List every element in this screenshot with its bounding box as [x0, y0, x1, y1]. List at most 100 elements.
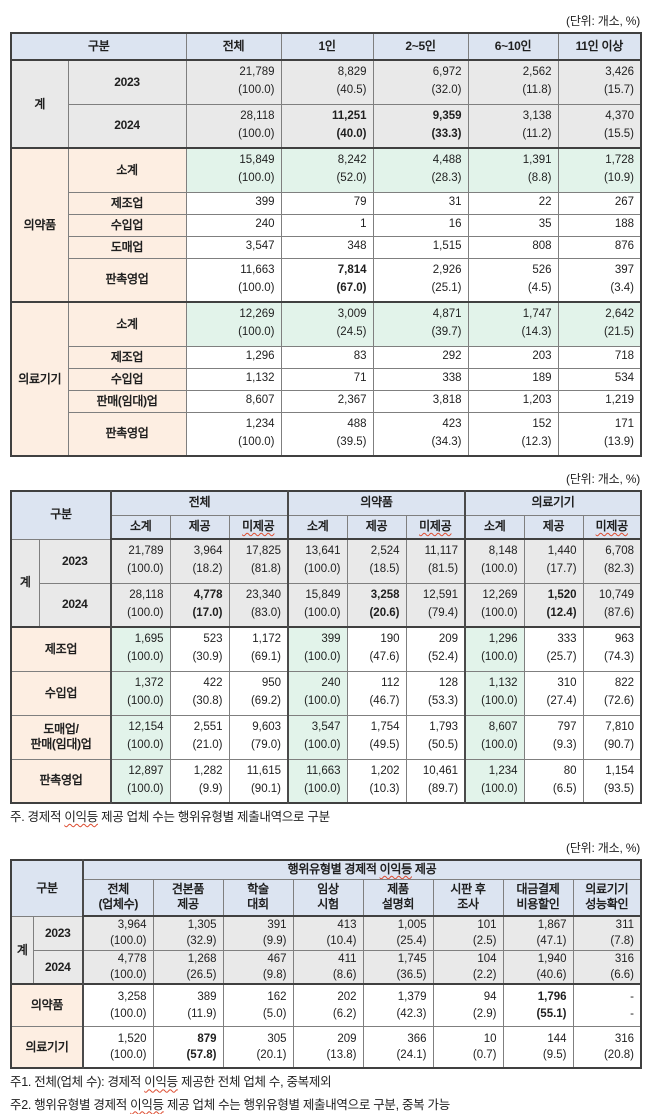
data-cell: 467 (9.8)	[222, 949, 294, 985]
data-cell: 190 (47.6)	[346, 626, 407, 672]
cell-percent: (100.0)	[238, 172, 275, 185]
cell-value: 4,778	[117, 952, 147, 965]
data-cell: 10,461 (89.7)	[405, 758, 466, 804]
column-header: 구분	[10, 859, 84, 917]
cell-value: 488	[347, 417, 367, 430]
cell-percent: (3.4)	[610, 281, 635, 294]
row-label: 판촉영업	[10, 758, 112, 804]
data-cell: 316 (6.6)	[572, 949, 642, 985]
table-row: 의약품 3,258 (100.0) 389 (11.9) 162 (5.0) 202 (6.2)…	[10, 983, 642, 1027]
row-label: 2024	[38, 582, 112, 628]
cell-value: 1,154	[605, 764, 635, 777]
cell-percent: (100.0)	[481, 606, 518, 619]
column-header: 시판 후 조사	[432, 878, 504, 918]
spellcheck-underline: 미제공	[242, 518, 275, 533]
data-cell: 718	[557, 345, 642, 369]
cell-value: 10	[483, 1032, 497, 1045]
data-cell: 1,940 (40.6)	[502, 949, 574, 985]
data-cell: 879 (57.8)	[152, 1025, 224, 1069]
cell-value: 1,172	[252, 633, 282, 646]
data-cell: 399	[185, 191, 282, 215]
row-label: 수입업	[67, 367, 187, 391]
data-cell: 1,172 (69.1)	[228, 626, 289, 672]
data-cell: 1,296 (100.0)	[464, 626, 525, 672]
cell-value: 15,849	[239, 154, 275, 167]
cell-value: 1,234	[245, 417, 275, 430]
cell-value: 11,251	[331, 109, 367, 122]
data-cell: 8,829 (40.5)	[280, 59, 374, 105]
table-row: 의료기기 1,520 (100.0) 879 (57.8) 305 (20.1) 209 (13…	[10, 1025, 642, 1069]
column-header: 제공	[169, 514, 230, 540]
data-cell: 9,359 (33.3)	[372, 103, 469, 149]
column-header: 2~5인	[372, 32, 469, 61]
data-cell: 35	[467, 213, 559, 237]
data-cell: 83	[280, 345, 374, 369]
spellcheck-underline: 이익등	[144, 1075, 178, 1090]
row-label: 판촉영업	[67, 411, 187, 457]
data-cell: 3,009 (24.5)	[280, 301, 374, 347]
cell-percent: (67.0)	[336, 281, 367, 294]
table-row: 의약품 소계 15,849 (100.0) 8,242 (52.0) 4,488 (28.3)…	[10, 147, 642, 303]
column-header: 제공	[523, 514, 584, 540]
cell-percent: (9.9)	[198, 782, 223, 795]
column-header: 제공	[346, 514, 407, 540]
data-cell: 188	[557, 213, 642, 237]
cell-value: 411	[338, 952, 357, 965]
row-label: 계	[10, 915, 34, 985]
data-cell: 12,154 (100.0)	[110, 714, 171, 760]
data-cell: 1,296	[185, 345, 282, 369]
data-cell: 8,148 (100.0)	[464, 538, 525, 584]
data-cell: 1,793 (50.5)	[405, 714, 466, 760]
table-row: 판촉영업 12,897 (100.0) 1,282 (9.9) 11,615 (90.1) 1…	[10, 758, 642, 804]
data-cell: 79	[280, 191, 374, 215]
cell-value: 963	[614, 633, 635, 646]
data-cell: 267	[557, 191, 642, 215]
data-cell: 1,372 (100.0)	[110, 670, 171, 716]
row-label: 소계	[67, 147, 187, 193]
cell-value: 2,524	[370, 545, 400, 558]
cell-percent: (30.8)	[192, 695, 223, 707]
cell-value: 8,829	[337, 66, 367, 79]
column-header: 전체	[185, 32, 282, 61]
cell-value: 3,964	[117, 919, 147, 932]
data-cell: 104 (2.2)	[432, 949, 504, 985]
cell-percent: (27.4)	[546, 695, 577, 707]
data-cell: 1,391 (8.8)	[467, 147, 559, 193]
text-segment: 제공	[411, 862, 437, 877]
header-row: 전체 (업체수) 견본품 제공 학술 대회 임상 시험 제품 설명회 시판 후 조사 대금결…	[11, 878, 642, 918]
cell-value: 397	[614, 263, 635, 276]
data-cell: 15,849 (100.0)	[287, 582, 348, 628]
cell-percent: (50.5)	[427, 739, 459, 751]
data-cell: 3,258 (20.6)	[346, 582, 407, 628]
data-cell: 4,370 (15.5)	[557, 103, 642, 149]
data-cell: 1,234 (100.0)	[185, 411, 282, 457]
cell-value: 1,940	[537, 952, 567, 965]
cell-value: 267	[614, 196, 635, 209]
cell-percent: (32.0)	[431, 84, 462, 97]
cell-value: 4,488	[432, 154, 462, 167]
data-cell: 488 (39.5)	[280, 411, 374, 457]
data-cell: 144 (9.5)	[502, 1025, 574, 1069]
header-row: 구분 행위유형별 경제적 이익등 제공	[10, 859, 642, 917]
cell-value: 316	[614, 952, 635, 965]
data-cell: 1,520 (100.0)	[82, 1025, 154, 1069]
data-cell: 15,849 (100.0)	[185, 147, 282, 193]
data-cell: 31	[372, 191, 469, 215]
cell-value: 10,461	[422, 764, 459, 777]
data-cell: 3,138 (11.2)	[467, 103, 559, 149]
data-cell: 8,607	[185, 389, 282, 413]
data-cell: 2,642 (21.5)	[557, 301, 642, 347]
cell-value: 13,641	[305, 545, 341, 558]
cell-value: 12,897	[128, 764, 164, 777]
cell-value: 94	[483, 991, 497, 1004]
cell-value: 190	[380, 633, 400, 646]
cell-value: 333	[557, 633, 577, 646]
column-header: 구분	[10, 32, 187, 61]
row-label: 2024	[67, 103, 187, 149]
cell-percent: (33.3)	[431, 127, 462, 140]
column-header: 1인	[280, 32, 374, 61]
cell-value: 16	[448, 218, 462, 231]
column-header: 의약품	[287, 490, 466, 516]
data-cell: 1,203	[467, 389, 559, 413]
cell-percent: (100.0)	[127, 651, 164, 664]
